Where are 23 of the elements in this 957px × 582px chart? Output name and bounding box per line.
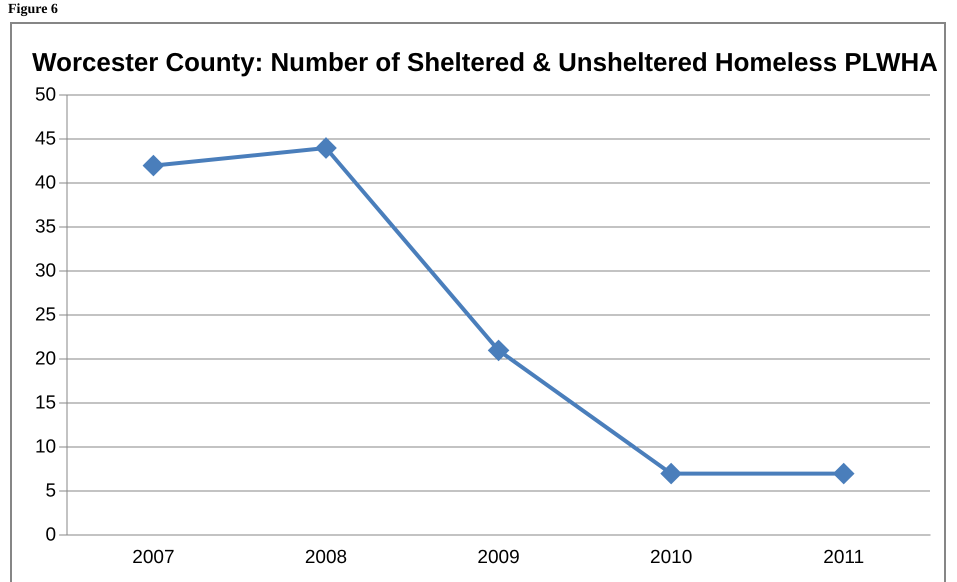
caption: Figure 6 xyxy=(8,2,58,18)
point xyxy=(488,340,509,360)
y-tick-label: 45 xyxy=(34,128,56,150)
y-tick-label: 15 xyxy=(34,392,56,414)
y-tick-label: 30 xyxy=(34,260,56,282)
y-tick-label: 10 xyxy=(34,436,56,458)
y-tick-label: 0 xyxy=(46,524,56,546)
point xyxy=(834,464,854,484)
y-tick-label: 40 xyxy=(34,172,56,194)
chart-title: Worcester County: Number of Sheltered & Unsheltered Homeless PLWHA xyxy=(32,48,938,77)
y-tick-label: 20 xyxy=(34,348,56,370)
x-tick-label: 2011 xyxy=(823,546,864,568)
x-tick-label: 2010 xyxy=(650,546,692,568)
y-tick-label: 25 xyxy=(34,304,56,326)
x-tick-label: 2009 xyxy=(477,546,520,568)
y-tick-label: 35 xyxy=(34,216,56,238)
y-tick-label: 50 xyxy=(34,84,56,106)
point xyxy=(661,464,682,484)
x-tick-label: 2007 xyxy=(132,546,175,568)
x-tick-label: 2008 xyxy=(304,546,348,568)
y-tick-label: 5 xyxy=(46,480,56,502)
point xyxy=(143,156,164,176)
point xyxy=(316,138,336,158)
